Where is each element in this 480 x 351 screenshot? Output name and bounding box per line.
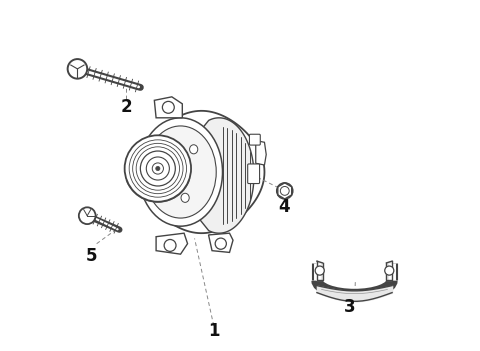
FancyBboxPatch shape	[248, 164, 260, 184]
Circle shape	[156, 166, 160, 171]
Text: 5: 5	[85, 247, 97, 265]
Ellipse shape	[190, 145, 198, 154]
Ellipse shape	[163, 145, 171, 154]
Text: 2: 2	[120, 98, 132, 116]
Circle shape	[164, 239, 176, 251]
Circle shape	[385, 266, 394, 275]
Polygon shape	[208, 233, 233, 252]
Circle shape	[125, 135, 191, 202]
Polygon shape	[156, 233, 188, 254]
Polygon shape	[256, 140, 266, 165]
Ellipse shape	[152, 177, 160, 186]
Text: 4: 4	[278, 198, 289, 216]
Circle shape	[140, 151, 175, 186]
Circle shape	[152, 163, 163, 174]
Circle shape	[162, 101, 174, 113]
Polygon shape	[139, 111, 264, 233]
Polygon shape	[155, 97, 182, 118]
FancyBboxPatch shape	[250, 134, 260, 145]
Ellipse shape	[181, 193, 189, 203]
Circle shape	[215, 238, 227, 249]
Circle shape	[68, 59, 87, 79]
Circle shape	[79, 207, 96, 224]
Circle shape	[276, 183, 293, 199]
Text: 1: 1	[208, 322, 219, 340]
Circle shape	[146, 157, 169, 180]
Ellipse shape	[145, 126, 216, 218]
Text: 3: 3	[344, 298, 356, 316]
Ellipse shape	[139, 118, 223, 226]
Polygon shape	[188, 118, 254, 233]
Polygon shape	[317, 261, 323, 280]
Circle shape	[280, 186, 289, 195]
Circle shape	[315, 266, 324, 275]
Polygon shape	[386, 261, 392, 280]
